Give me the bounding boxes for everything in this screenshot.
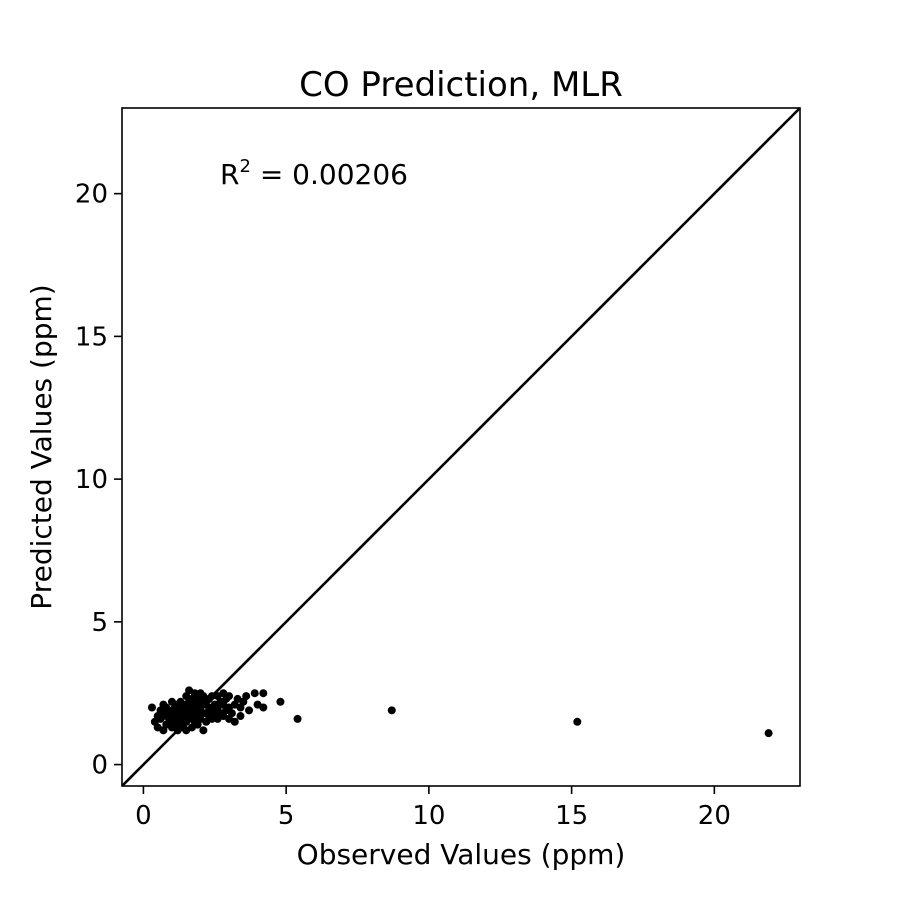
data-point — [764, 729, 773, 738]
x-tick-label: 15 — [555, 801, 588, 831]
axes-frame — [121, 107, 801, 787]
data-point — [573, 717, 582, 726]
y-tick-label: 20 — [75, 180, 108, 210]
identity-line — [121, 107, 801, 787]
x-tick-label: 0 — [135, 801, 152, 831]
data-point — [230, 717, 239, 726]
data-point — [293, 714, 302, 723]
x-axis-label: Observed Values (ppm) — [297, 838, 626, 871]
r-squared-value: = 0.00206 — [251, 158, 408, 191]
x-tick-label: 10 — [412, 801, 445, 831]
data-point — [250, 689, 259, 698]
y-tick-label: 0 — [91, 751, 108, 781]
y-axis-label: Predicted Values (ppm) — [25, 284, 58, 609]
data-point — [276, 697, 285, 706]
r-squared-annotation: R2 = 0.00206 — [220, 156, 408, 191]
x-tick-label: 5 — [278, 801, 295, 831]
data-point — [207, 692, 216, 701]
r-squared-prefix: R — [220, 158, 239, 191]
data-point — [245, 706, 254, 715]
data-point — [147, 703, 156, 712]
y-axis-ticks: 0 5 10 15 20 — [75, 180, 122, 781]
data-point — [387, 706, 396, 715]
reference-line-layer — [121, 107, 801, 787]
chart-title: CO Prediction, MLR — [299, 65, 623, 105]
data-points-layer — [147, 686, 773, 738]
y-tick-label: 5 — [91, 608, 108, 638]
x-tick-label: 20 — [698, 801, 731, 831]
data-point — [259, 703, 268, 712]
data-point — [236, 712, 245, 721]
r-squared-superscript: 2 — [239, 156, 250, 177]
y-tick-label: 10 — [75, 465, 108, 495]
y-tick-label: 15 — [75, 322, 108, 352]
data-point — [199, 726, 208, 735]
data-point — [259, 689, 268, 698]
plot-area — [121, 107, 801, 787]
data-point — [227, 709, 236, 718]
data-point — [225, 692, 234, 701]
data-point — [242, 692, 251, 701]
x-axis-ticks: 0 5 10 15 20 — [135, 786, 731, 831]
